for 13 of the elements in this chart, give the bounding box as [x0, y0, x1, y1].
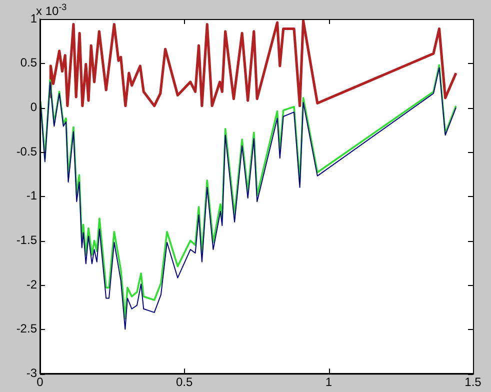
y-tick-label: 1 [30, 11, 38, 26]
x-tick-label: 1.5 [464, 375, 482, 390]
y-tick-label: -3 [26, 366, 38, 380]
y-tick-label: 0.5 [20, 56, 38, 70]
y-tick-label: -1 [26, 188, 38, 203]
y-tick-label: -2.5 [16, 322, 38, 336]
y-tick-label: 0 [30, 100, 38, 114]
x-tick-label: 1 [325, 375, 332, 390]
x-tick-label: 0.5 [176, 375, 193, 390]
y-tick-label: -2 [26, 277, 38, 292]
y-tick-label: -0.5 [16, 144, 38, 158]
text: x 10$^{-3}$ [36, 2, 67, 18]
y-tick-label: -1.5 [16, 232, 38, 247]
